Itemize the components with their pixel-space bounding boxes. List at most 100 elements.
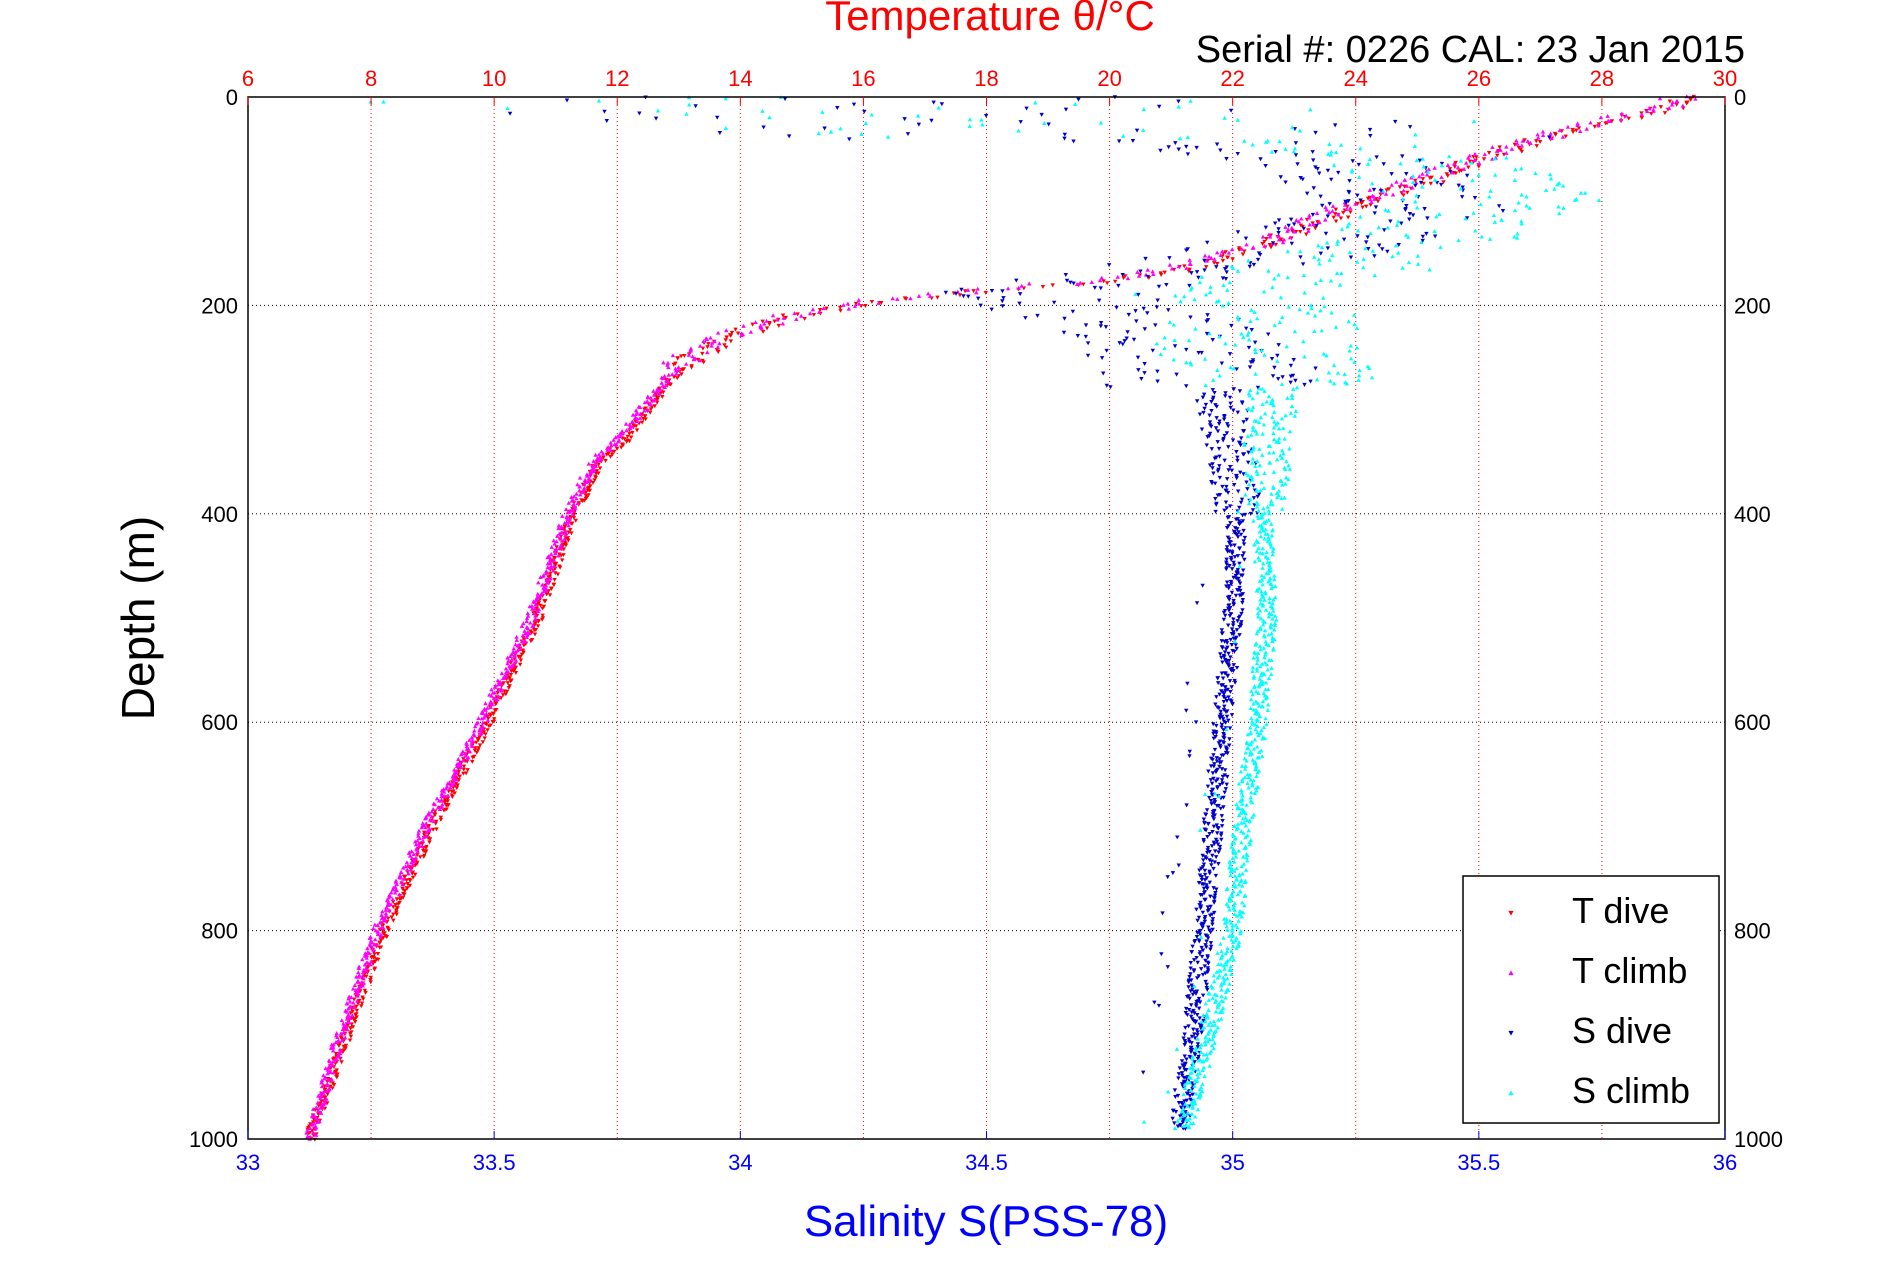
data-point bbox=[1287, 466, 1293, 471]
data-point bbox=[1247, 840, 1252, 845]
data-point bbox=[1358, 214, 1363, 219]
data-point bbox=[1222, 966, 1227, 971]
data-point bbox=[566, 500, 571, 505]
data-point bbox=[402, 889, 407, 894]
data-point bbox=[722, 343, 727, 348]
data-point bbox=[1258, 731, 1263, 736]
data-point bbox=[480, 723, 485, 728]
data-point bbox=[1276, 227, 1281, 232]
data-point bbox=[1223, 995, 1228, 1000]
data-point bbox=[1130, 139, 1136, 144]
data-point bbox=[1232, 543, 1237, 548]
data-point bbox=[326, 1065, 331, 1070]
data-point bbox=[1396, 243, 1401, 248]
data-point bbox=[1260, 603, 1266, 608]
data-point bbox=[325, 1101, 330, 1106]
data-point bbox=[1266, 332, 1271, 337]
data-point bbox=[1244, 242, 1249, 247]
data-point bbox=[1198, 906, 1203, 911]
data-point bbox=[1237, 389, 1243, 394]
data-point bbox=[1213, 509, 1218, 514]
data-point bbox=[321, 1073, 326, 1078]
data-point bbox=[1234, 571, 1239, 576]
temperature-tick-label: 30 bbox=[1713, 66, 1737, 91]
data-point bbox=[1251, 685, 1257, 690]
data-point bbox=[343, 1043, 349, 1048]
data-point bbox=[1432, 229, 1437, 233]
data-point bbox=[1639, 116, 1645, 120]
data-point bbox=[424, 834, 429, 839]
data-point bbox=[1219, 722, 1225, 727]
data-point bbox=[1217, 782, 1223, 787]
data-point bbox=[1070, 309, 1076, 314]
data-point bbox=[1253, 722, 1258, 727]
data-point bbox=[1260, 561, 1266, 566]
data-point bbox=[1191, 969, 1197, 974]
data-point bbox=[1206, 254, 1212, 259]
data-point bbox=[1230, 257, 1235, 262]
data-point bbox=[1327, 141, 1332, 146]
data-point bbox=[545, 580, 551, 585]
data-point bbox=[1219, 631, 1225, 636]
data-point bbox=[586, 461, 591, 466]
data-point bbox=[1455, 165, 1461, 170]
data-point bbox=[1245, 434, 1251, 439]
data-point bbox=[1195, 1030, 1200, 1035]
data-point bbox=[417, 843, 422, 848]
data-point bbox=[846, 306, 852, 311]
data-point bbox=[354, 1012, 359, 1017]
data-point bbox=[1039, 112, 1044, 117]
data-point bbox=[869, 299, 875, 304]
data-point bbox=[1242, 535, 1248, 540]
data-point bbox=[1284, 459, 1289, 464]
data-point bbox=[476, 716, 481, 721]
data-point bbox=[1293, 141, 1299, 146]
data-point bbox=[1289, 396, 1295, 401]
data-point bbox=[1244, 480, 1249, 485]
temperature-tick-label: 22 bbox=[1220, 66, 1244, 91]
data-point bbox=[1264, 399, 1269, 404]
data-point bbox=[1374, 155, 1379, 160]
data-point bbox=[670, 353, 676, 358]
data-point bbox=[318, 1090, 324, 1095]
data-point bbox=[1227, 957, 1233, 962]
data-point bbox=[1205, 936, 1211, 941]
data-point bbox=[1202, 268, 1207, 273]
legend-marker bbox=[1508, 910, 1514, 916]
data-point bbox=[1014, 278, 1019, 283]
data-point bbox=[1215, 842, 1221, 847]
data-point bbox=[1560, 134, 1566, 139]
data-point bbox=[1236, 579, 1242, 584]
data-point bbox=[1162, 345, 1167, 350]
data-point bbox=[1224, 484, 1229, 489]
data-point bbox=[1104, 383, 1110, 388]
data-point bbox=[1204, 1052, 1209, 1057]
data-point bbox=[1240, 573, 1245, 578]
data-point bbox=[1293, 153, 1299, 158]
data-point bbox=[975, 296, 981, 301]
data-point bbox=[1519, 143, 1525, 148]
data-point bbox=[1399, 221, 1404, 226]
data-point bbox=[566, 538, 571, 543]
data-point bbox=[1213, 497, 1218, 501]
data-point bbox=[1266, 702, 1271, 707]
data-point bbox=[1552, 186, 1557, 191]
legend-box bbox=[1462, 875, 1720, 1124]
data-point bbox=[1235, 151, 1240, 156]
data-point bbox=[1344, 201, 1349, 206]
data-point bbox=[1204, 856, 1209, 861]
data-point bbox=[1262, 352, 1267, 357]
data-point bbox=[706, 342, 711, 347]
data-point bbox=[1289, 392, 1295, 397]
data-point bbox=[552, 556, 557, 561]
data-point bbox=[361, 967, 366, 972]
data-point bbox=[1266, 579, 1271, 584]
data-point bbox=[1215, 368, 1220, 373]
data-point bbox=[1259, 728, 1264, 732]
data-point bbox=[1257, 446, 1262, 451]
data-point bbox=[486, 724, 492, 729]
data-point bbox=[557, 565, 563, 570]
data-point bbox=[959, 287, 964, 292]
data-point bbox=[1231, 560, 1236, 565]
data-point bbox=[1329, 177, 1334, 182]
